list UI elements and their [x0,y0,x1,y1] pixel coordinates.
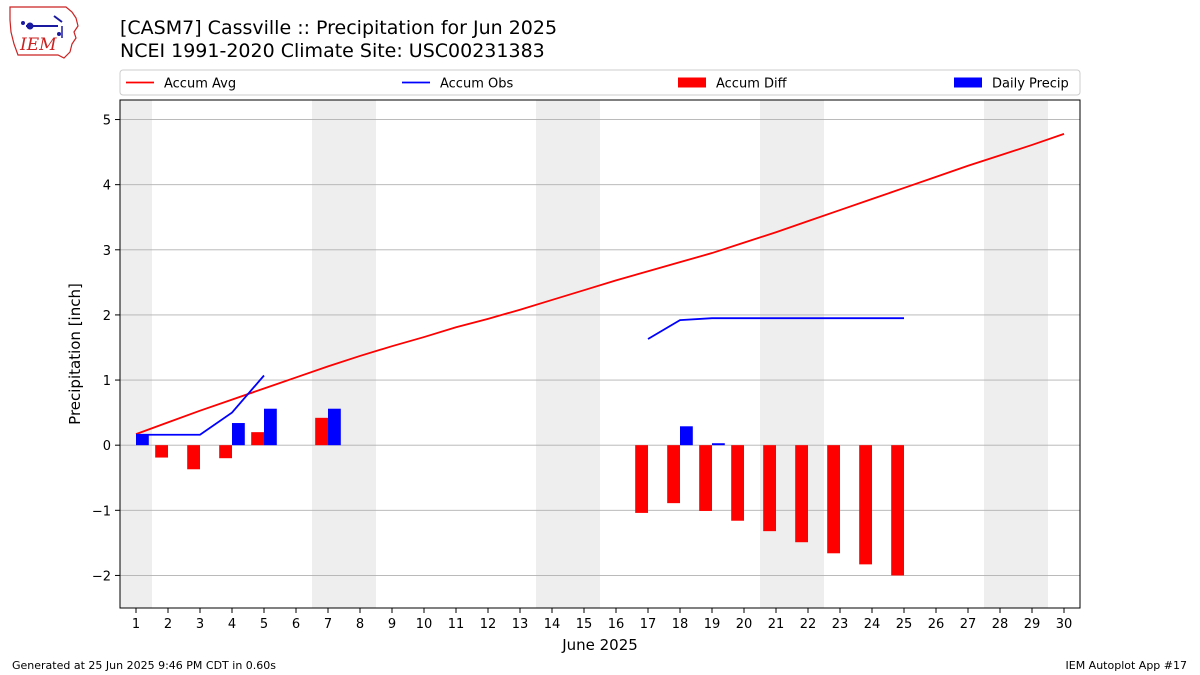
x-tick-label: 12 [480,617,497,632]
accum-diff-bar [667,445,680,504]
iem-logo: IEM [9,6,79,59]
generated-timestamp: Generated at 25 Jun 2025 9:46 PM CDT in … [12,659,277,672]
y-tick-label: 5 [103,114,111,129]
x-tick-label: 7 [324,617,332,632]
x-tick-label: 3 [196,617,204,632]
x-tick-label: 23 [832,617,849,632]
x-tick-label: 20 [736,617,753,632]
weather-instrument-icon [21,15,63,38]
accum-diff-bar [635,445,648,513]
weekend-shade-band [536,100,600,608]
y-tick-label: 1 [103,374,111,389]
x-tick-label: 5 [260,617,268,632]
y-tick-label: 2 [103,309,111,324]
x-tick-label: 28 [992,617,1009,632]
iowa-state-outline [9,6,79,59]
accum-obs-legend-label: Accum Obs [440,77,513,92]
x-tick-label: 29 [1024,617,1041,632]
accum-obs-line [136,374,265,436]
accum-avg-legend-label: Accum Avg [164,77,236,92]
x-tick-label: 19 [704,617,721,632]
accum-diff-bar [859,445,872,565]
chart-subtitle: NCEI 1991-2020 Climate Site: USC00231383 [120,40,545,62]
x-tick-label: 4 [228,617,236,632]
x-tick-label: 13 [512,617,529,632]
legend-frame [119,69,1081,96]
y-tick-label: −1 [92,504,111,519]
x-tick-label: 1 [132,617,140,632]
accum-diff-bar [891,445,904,576]
weekend-shade-band [984,100,1048,608]
x-axis-label: June 2025 [561,636,638,654]
accum-diff-legend-swatch [678,77,706,88]
x-tick-label: 8 [356,617,364,632]
bars [136,408,904,576]
accum-diff-bar [155,445,168,458]
lines [135,133,1065,436]
plot-frame [119,99,1081,609]
daily-precip-bar [328,408,341,446]
x-tick-label: 11 [448,617,465,632]
accum-diff-bar [699,445,712,511]
accum-diff-bar [187,445,200,470]
y-tick-label: 4 [103,179,111,194]
accum-diff-bar [795,445,808,543]
logo-text: IEM [19,35,57,55]
chart-title: [CASM7] Cassville :: Precipitation for J… [120,17,558,39]
x-tick-label: 26 [928,617,945,632]
accum-obs-line [647,317,904,340]
accum-diff-bar [219,445,232,459]
daily-precip-bar [264,408,277,446]
accum-diff-legend-label: Accum Diff [716,77,788,92]
x-tick-label: 27 [960,617,977,632]
x-tick-label: 30 [1056,617,1073,632]
y-axis-label: Precipitation [inch] [66,283,84,425]
x-tick-label: 17 [640,617,657,632]
x-tick-label: 14 [544,617,561,632]
daily-precip-bar [712,443,725,446]
daily-precip-bar [680,426,693,446]
x-tick-label: 2 [164,617,172,632]
x-tick-label: 18 [672,617,689,632]
x-tick-label: 21 [768,617,785,632]
x-tick-label: 22 [800,617,817,632]
x-tick-label: 16 [608,617,625,632]
daily-precip-legend-label: Daily Precip [992,77,1069,92]
x-tick-label: 25 [896,617,913,632]
legend: Accum Avg Accum Obs Accum Diff Daily Precip [119,69,1081,96]
accum-diff-bar [315,417,328,446]
daily-precip-legend-swatch [954,77,982,88]
gridlines [120,119,1080,576]
y-tick-label: −2 [92,569,111,584]
weekend-shade-band [760,100,824,608]
y-tick-label: 0 [103,439,111,454]
x-tick-label: 15 [576,617,593,632]
x-tick-label: 24 [864,617,881,632]
x-tick-label: 9 [388,617,396,632]
daily-precip-bar [136,434,149,446]
x-tick-label: 6 [292,617,300,632]
accum-avg-line [135,133,1065,435]
daily-precip-bar [232,423,245,446]
accum-diff-bar [827,445,840,554]
app-identifier: IEM Autoplot App #17 [1065,659,1188,672]
weekend-shading [120,100,1048,608]
accum-diff-bar [763,445,776,532]
y-tick-label: 3 [103,244,111,259]
x-tick-label: 10 [416,617,433,632]
weekend-shade-band [120,100,152,608]
accum-diff-bar [251,432,264,446]
accum-diff-bar [731,445,744,521]
